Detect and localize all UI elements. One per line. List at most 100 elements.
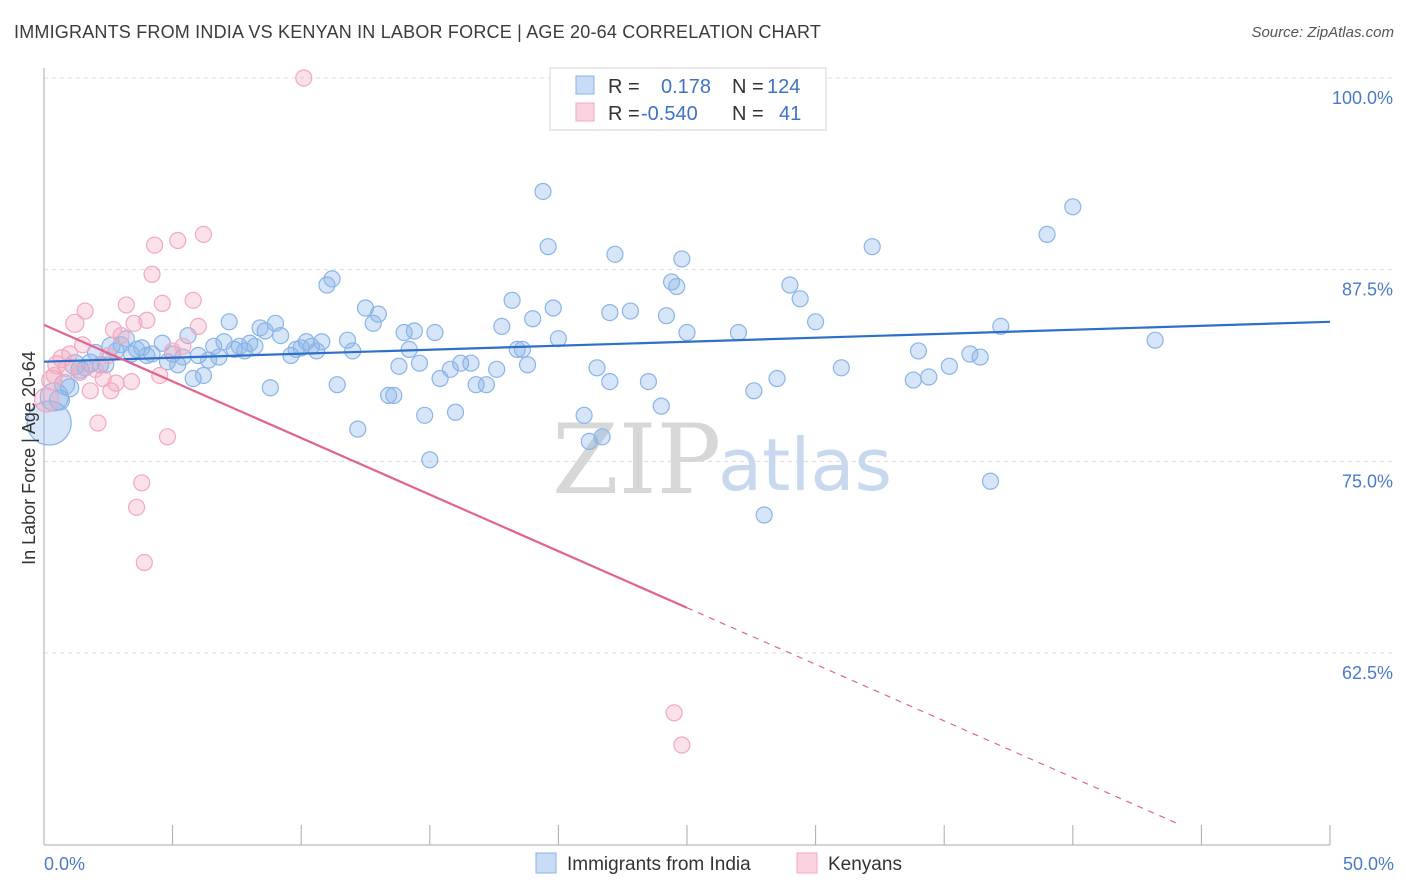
data-point-india: [606, 245, 624, 263]
data-point-india: [328, 376, 346, 394]
data-point-india: [488, 360, 506, 378]
data-point-kenyans: [117, 296, 135, 314]
data-point-india: [601, 304, 619, 322]
watermark-atlas: atlas: [718, 423, 892, 507]
y-axis-label: In Labor Force | Age 20-64: [19, 351, 39, 565]
data-point-india: [410, 354, 429, 372]
data-point-india: [544, 299, 562, 317]
data-point-india: [678, 323, 696, 342]
data-point-india: [503, 291, 521, 309]
data-point-kenyans: [89, 414, 107, 432]
data-point-india: [832, 359, 850, 377]
data-point-india: [524, 310, 542, 328]
data-point-india: [313, 333, 331, 351]
data-point-india: [668, 277, 686, 296]
data-point-india: [241, 334, 259, 352]
data-point-india: [961, 345, 979, 363]
legend-n-label-0: N =: [732, 76, 764, 98]
data-point-kenyans: [158, 428, 177, 446]
legend-n-value-0: 124: [767, 76, 800, 98]
data-point-india: [349, 420, 367, 438]
data-point-kenyans: [107, 374, 125, 392]
data-point-kenyans: [65, 313, 85, 333]
data-point-india: [369, 305, 387, 323]
data-point-india: [791, 290, 809, 308]
data-point-kenyans: [125, 314, 143, 332]
legend-n-value-1: 41: [779, 103, 801, 125]
data-point-kenyans: [153, 294, 171, 312]
data-point-india: [518, 356, 537, 374]
data-point-india: [338, 331, 357, 349]
data-point-india: [920, 368, 938, 386]
data-point-india: [580, 432, 598, 450]
data-point-kenyans: [71, 363, 89, 381]
data-point-kenyans: [143, 265, 161, 283]
data-point-india: [992, 317, 1010, 335]
data-point-india: [441, 360, 459, 378]
data-point-india: [493, 317, 511, 335]
legend-r-label-1: R =: [608, 103, 640, 125]
data-point-india: [588, 359, 606, 377]
x-tick-label-max: 50.0%: [1343, 854, 1394, 874]
grid-lines: [44, 77, 1394, 654]
data-point-kenyans: [135, 553, 153, 572]
legend-bottom-label-kenyans: Kenyans: [828, 854, 902, 875]
series-kenyans-points: [33, 69, 691, 754]
data-point-india: [446, 403, 465, 421]
data-point-india: [508, 340, 526, 358]
legend-top: R = 0.178 N = 124 R = -0.540 N = 41: [549, 67, 827, 131]
data-point-kenyans: [184, 291, 202, 309]
data-point-india: [755, 506, 773, 524]
data-point-india: [549, 330, 568, 348]
data-point-india: [385, 386, 403, 404]
data-point-india: [909, 342, 928, 360]
data-point-india: [1146, 331, 1164, 349]
data-point-india: [246, 337, 264, 355]
legend-bottom-label-india: Immigrants from India: [567, 854, 751, 875]
data-point-india: [513, 340, 531, 358]
data-point-india: [768, 369, 786, 388]
trend-lines: [43, 320, 1331, 824]
data-point-india: [621, 302, 640, 320]
data-point-india: [639, 373, 658, 391]
data-point-india: [205, 337, 223, 355]
chart-title: IMMIGRANTS FROM INDIA VS KENYAN IN LABOR…: [14, 22, 822, 42]
data-point-india: [575, 406, 593, 424]
data-point-india: [308, 342, 326, 360]
data-point-kenyans: [295, 69, 313, 87]
y-tick-label: 75.0%: [1342, 471, 1393, 491]
x-tick-label-min: 0.0%: [44, 854, 85, 874]
legend-r-value-0: 0.178: [661, 76, 711, 98]
legend-bottom-swatch-india: [535, 852, 557, 874]
data-point-india: [662, 273, 681, 291]
trend-line-kenyans: [43, 323, 688, 609]
data-point-kenyans: [52, 349, 72, 369]
data-point-india: [189, 346, 207, 365]
data-point-india: [657, 307, 676, 325]
watermark: ZIP atlas: [552, 404, 892, 516]
legend-swatch-kenyans: [575, 102, 595, 122]
legend-bottom-swatch-kenyans: [796, 852, 818, 874]
data-point-india: [971, 348, 989, 366]
axes: 100.0% 87.5% 75.0% 62.5%: [43, 68, 1393, 846]
data-point-india: [745, 382, 763, 400]
data-point-india: [539, 238, 557, 256]
data-point-india: [1038, 225, 1056, 243]
data-point-kenyans: [665, 704, 683, 722]
data-point-kenyans: [45, 366, 63, 385]
data-point-kenyans: [164, 342, 182, 360]
source-label: Source: ZipAtlas.com: [1251, 24, 1394, 41]
data-point-india: [981, 472, 1000, 490]
data-point-kenyans: [673, 736, 691, 754]
data-point-kenyans: [169, 231, 187, 250]
data-point-india: [117, 330, 135, 348]
data-point-india: [781, 276, 799, 294]
data-point-kenyans: [189, 317, 207, 335]
data-point-india: [251, 319, 269, 337]
data-point-kenyans: [174, 337, 192, 355]
data-point-india: [806, 313, 825, 331]
data-point-india: [416, 406, 434, 424]
legend-r-label-0: R =: [608, 76, 640, 98]
legend-n-label-1: N =: [732, 103, 764, 125]
data-point-kenyans: [81, 382, 99, 400]
